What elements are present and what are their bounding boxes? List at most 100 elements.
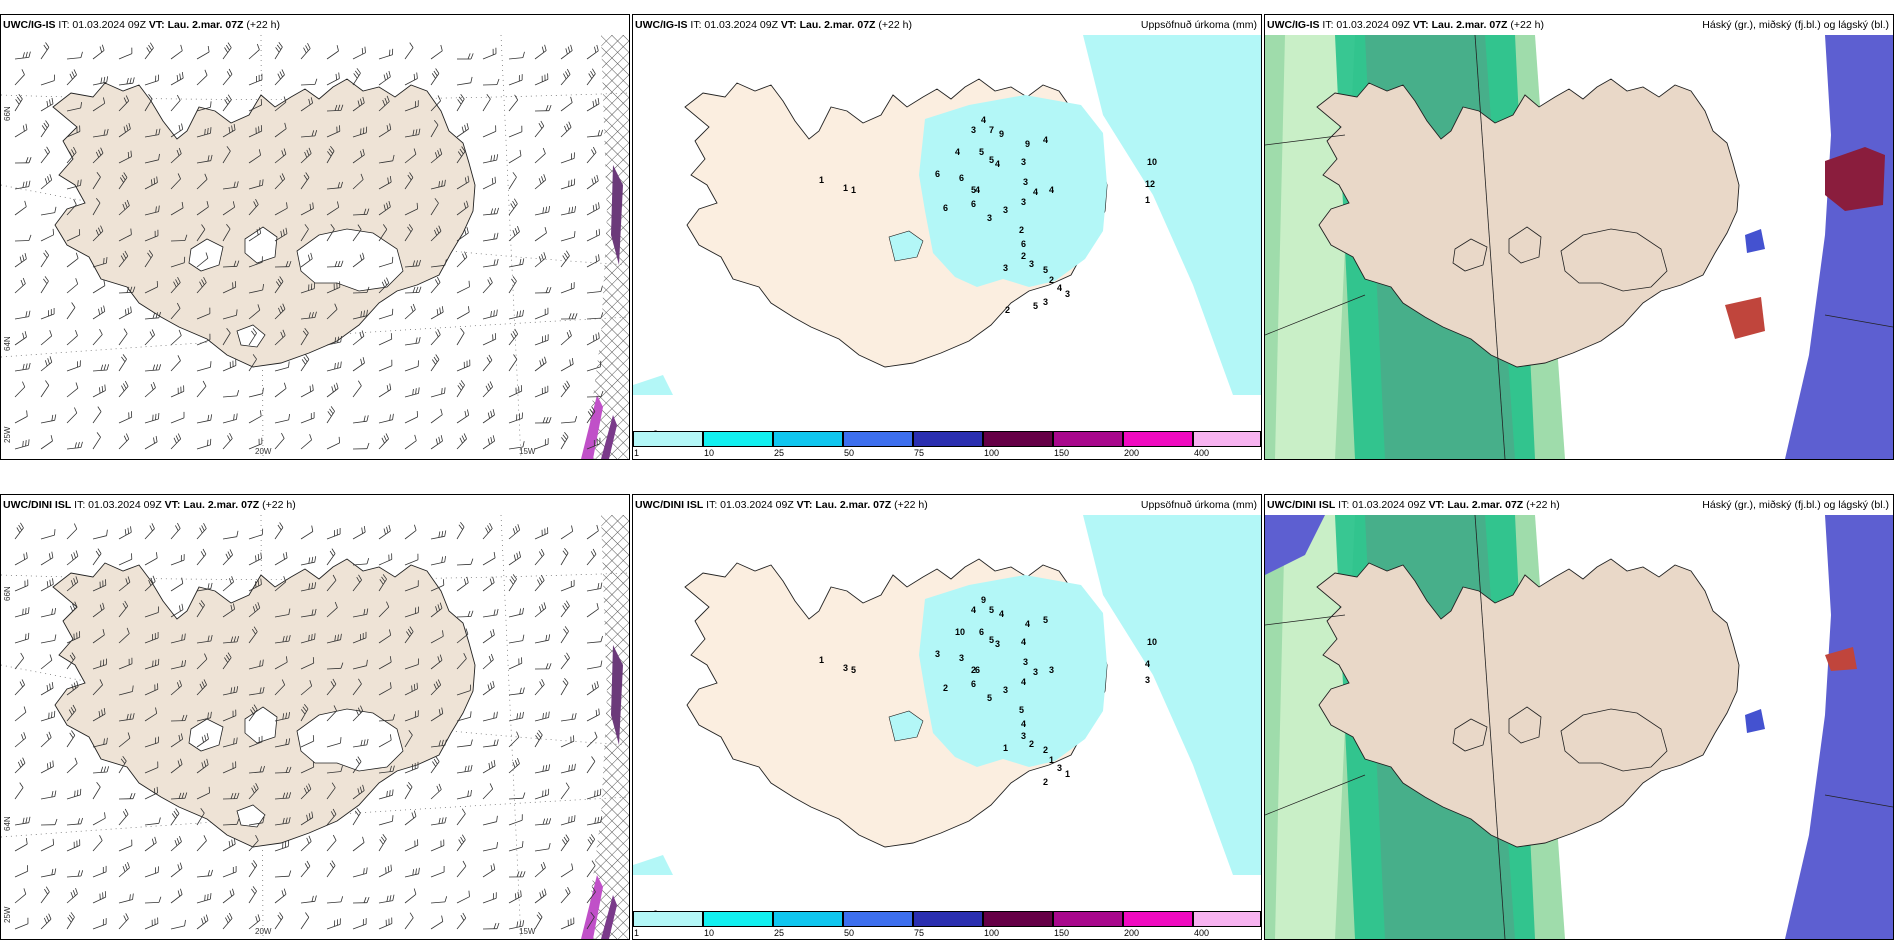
- precip-value-label: 6: [1021, 239, 1026, 249]
- colorbar-tick-label: 1: [634, 928, 640, 938]
- lon-label-15w: 15W: [519, 447, 536, 456]
- precip-value-label: 3: [1003, 205, 1008, 215]
- colorbar-tick-label: 1: [634, 448, 640, 458]
- wind-map: [1, 35, 629, 459]
- precip-value-label: 1: [1145, 195, 1150, 205]
- colorbar-tick-label: 75: [914, 928, 925, 938]
- precip-value-label: 1: [819, 655, 824, 665]
- precip-map-svg: 2153549643410335410254633433632545321213…: [633, 515, 1261, 939]
- precip-value-label: 4: [1021, 719, 1026, 729]
- precip-value-label: 9: [1025, 139, 1030, 149]
- panel-title: Háský (gr.), miðský (fj.bl.) og lágský (…: [1702, 19, 1889, 31]
- colorbar-swatch: [1123, 911, 1193, 927]
- high-cloud-patch: [1825, 147, 1885, 211]
- glacier-outline: [1452, 718, 1488, 752]
- high-cloud-patch: [1825, 647, 1857, 671]
- precip-value-label: 3: [1021, 157, 1026, 167]
- precip-value-label: 3: [1049, 665, 1054, 675]
- wind-barb-map: [1, 35, 629, 459]
- precip-value-label: 3: [1021, 731, 1026, 741]
- precip-map-svg: 3111794534946353105436431216446362233524…: [633, 35, 1261, 459]
- precip-value-label: 2: [1043, 777, 1048, 787]
- precip-value-label: 4: [955, 147, 960, 157]
- init-time: IT: 01.03.2024 09Z: [706, 499, 794, 511]
- precip-value-label: 4: [971, 605, 976, 615]
- cloud-map-svg: [1265, 515, 1893, 939]
- colorbar-tick-label: 25: [774, 928, 785, 938]
- model-name: UWC/IG-IS: [635, 19, 688, 31]
- precip-value-label: 3: [995, 639, 1000, 649]
- precip-value-label: 3: [987, 213, 992, 223]
- colorbar-swatch: [843, 911, 913, 927]
- lead-time: (+22 h): [1526, 499, 1560, 511]
- lead-time: (+22 h): [262, 499, 296, 511]
- lat-label-66n: 66N: [3, 586, 12, 601]
- colorbar-swatch: [1193, 911, 1261, 927]
- wind-map: [1, 515, 629, 939]
- colorbar-tick-label: 75: [914, 448, 925, 458]
- high-cloud-patch: [1745, 229, 1765, 253]
- precip-value-label: 3: [1057, 763, 1062, 773]
- valid-time: VT: Lau. 2.mar. 07Z: [1428, 499, 1524, 511]
- panel-header: UWC/IG-IS IT: 01.03.2024 09Z VT: Lau. 2.…: [1, 15, 629, 35]
- precip-value-label: 3: [959, 653, 964, 663]
- lat-label-64n: 64N: [3, 816, 12, 831]
- wind-barbs: [14, 42, 604, 450]
- colorbar-tick-label: 400: [1194, 928, 1210, 938]
- precip-value-label: 2: [1043, 745, 1048, 755]
- iceland-land: [1316, 78, 1740, 368]
- colorbar-tick-label: 200: [1124, 928, 1140, 938]
- valid-time: VT: Lau. 2.mar. 07Z: [796, 499, 892, 511]
- lon-label-15w: 15W: [519, 927, 536, 936]
- glacier: [236, 324, 266, 348]
- colorbar-swatch: [983, 911, 1053, 927]
- precip-value-label: 6: [943, 203, 948, 213]
- colorbar-tick-label: 25: [774, 448, 785, 458]
- colorbar-swatch: [633, 911, 703, 927]
- init-time: IT: 01.03.2024 09Z: [690, 19, 778, 31]
- colorbar-swatch: [1053, 911, 1123, 927]
- cloud-map: [1265, 35, 1893, 459]
- iceland-land: [52, 78, 476, 368]
- precip-value-label: 5: [1043, 265, 1048, 275]
- precip-value-label: 3: [1029, 259, 1034, 269]
- glacier: [296, 708, 404, 772]
- precip-value-label: 4: [1021, 637, 1026, 647]
- iceland-land: [52, 558, 476, 848]
- precip-panel-top: UWC/IG-IS IT: 01.03.2024 09Z VT: Lau. 2.…: [632, 14, 1262, 460]
- precip-value-label: 4: [1057, 283, 1062, 293]
- precip-map: 2153549643410335410254633433632545321213…: [633, 515, 1261, 939]
- colorbar-swatch: [843, 431, 913, 447]
- precip-value-label: 3: [1003, 685, 1008, 695]
- glacier-outline: [1508, 706, 1542, 744]
- precip-value-label: 5: [971, 185, 976, 195]
- precip-value-label: 3: [935, 649, 940, 659]
- colorbar-swatch: [913, 431, 983, 447]
- precip-value-label: 1: [1065, 769, 1070, 779]
- precip-value-label: 5: [1033, 301, 1038, 311]
- glacier-outline: [1560, 708, 1668, 772]
- precip-value-label: 5: [989, 635, 994, 645]
- precip-streak: [611, 165, 623, 265]
- hatched-region: [585, 35, 629, 459]
- precip-area: [919, 95, 1107, 287]
- wind-panel-top: UWC/IG-IS IT: 01.03.2024 09Z VT: Lau. 2.…: [0, 14, 630, 460]
- precip-value-label: 4: [1033, 187, 1038, 197]
- precip-value-label: 6: [959, 173, 964, 183]
- colorbar-swatch: [913, 911, 983, 927]
- colorbar-swatch: [773, 431, 843, 447]
- model-name: UWC/IG-IS: [3, 19, 56, 31]
- precip-value-label: 1: [819, 175, 824, 185]
- precip-value-label: 5: [1043, 615, 1048, 625]
- lead-time: (+22 h): [878, 19, 912, 31]
- precip-value-label: 3: [1145, 675, 1150, 685]
- precip-value-label: 4: [975, 185, 980, 195]
- precip-value-label: 2: [1019, 225, 1024, 235]
- colorbar-swatch: [1123, 431, 1193, 447]
- precip-value-label: 6: [971, 199, 976, 209]
- precip-value-label: 4: [1021, 677, 1026, 687]
- lon-label-20w: 20W: [255, 447, 272, 456]
- precip-value-label: 6: [975, 665, 980, 675]
- valid-time: VT: Lau. 2.mar. 07Z: [148, 19, 244, 31]
- init-time: IT: 01.03.2024 09Z: [58, 19, 146, 31]
